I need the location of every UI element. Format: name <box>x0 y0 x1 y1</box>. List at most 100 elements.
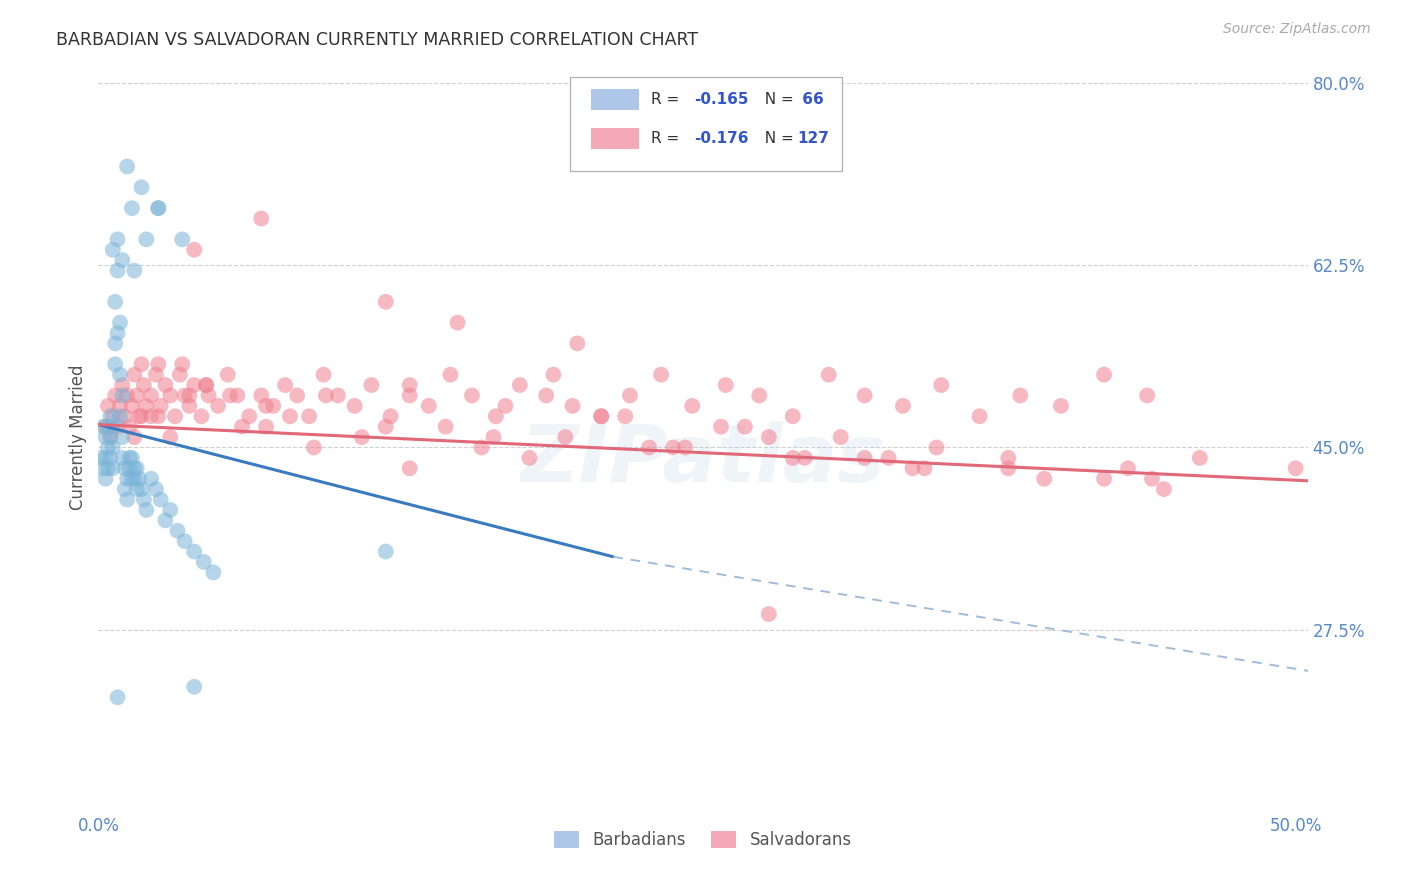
Point <box>195 378 218 392</box>
Point <box>111 430 134 444</box>
Point <box>159 388 181 402</box>
Point <box>439 368 461 382</box>
Point <box>262 399 284 413</box>
Point <box>758 607 780 621</box>
Point <box>94 430 117 444</box>
Point <box>1010 388 1032 402</box>
Point <box>135 232 157 246</box>
Point <box>118 450 141 465</box>
Point <box>1140 472 1163 486</box>
Point <box>139 409 162 424</box>
Point <box>148 201 170 215</box>
Point <box>434 419 457 434</box>
Point <box>485 409 508 424</box>
Point <box>285 388 308 402</box>
Point <box>111 253 134 268</box>
Point <box>183 680 205 694</box>
Point <box>132 492 155 507</box>
Point <box>118 419 141 434</box>
Point <box>350 430 373 444</box>
Point <box>132 378 155 392</box>
Point <box>197 388 219 402</box>
Point <box>94 419 117 434</box>
Y-axis label: Currently Married: Currently Married <box>69 364 87 510</box>
Point <box>817 368 839 382</box>
Point <box>108 368 131 382</box>
Point <box>125 482 148 496</box>
Point <box>101 461 124 475</box>
Point <box>343 399 366 413</box>
Point <box>1116 461 1139 475</box>
Point <box>1092 368 1115 382</box>
Point <box>107 690 129 705</box>
Point <box>107 232 129 246</box>
Point <box>710 419 733 434</box>
Point <box>111 450 134 465</box>
Text: Source: ZipAtlas.com: Source: ZipAtlas.com <box>1223 22 1371 37</box>
Point <box>107 419 129 434</box>
Point <box>148 201 170 215</box>
Point <box>125 388 148 402</box>
Point <box>758 430 780 444</box>
Point <box>650 368 672 382</box>
Point <box>114 409 136 424</box>
Point <box>121 450 143 465</box>
Point <box>1092 472 1115 486</box>
Point <box>250 211 273 226</box>
Point <box>662 441 685 455</box>
Point <box>131 482 153 496</box>
Point <box>231 419 253 434</box>
Point <box>124 472 146 486</box>
Point <box>108 399 131 413</box>
Point <box>250 388 273 402</box>
Text: R =: R = <box>651 92 685 107</box>
Point <box>398 378 420 392</box>
Point <box>554 430 576 444</box>
Bar <box>591 128 638 149</box>
Point <box>159 503 181 517</box>
Point <box>163 409 186 424</box>
Point <box>925 441 948 455</box>
Point <box>561 399 583 413</box>
Point <box>969 409 991 424</box>
Text: -0.165: -0.165 <box>695 92 749 107</box>
Point <box>1188 450 1211 465</box>
Text: 127: 127 <box>797 130 830 145</box>
Text: N =: N = <box>755 130 799 145</box>
Point <box>104 294 127 309</box>
Point <box>891 399 914 413</box>
Point <box>509 378 531 392</box>
FancyBboxPatch shape <box>569 78 842 171</box>
Point <box>91 461 114 475</box>
Point <box>853 450 876 465</box>
Point <box>543 368 565 382</box>
Point <box>681 399 703 413</box>
Point <box>101 419 124 434</box>
Point <box>374 419 396 434</box>
Point <box>131 180 153 194</box>
Bar <box>591 88 638 110</box>
Point <box>179 399 201 413</box>
Point <box>121 399 143 413</box>
Point <box>97 461 120 475</box>
Point <box>94 472 117 486</box>
Point <box>108 409 131 424</box>
Point <box>997 450 1019 465</box>
Point <box>997 461 1019 475</box>
Point <box>793 450 815 465</box>
Point <box>202 566 225 580</box>
Point <box>91 419 114 434</box>
Point <box>183 243 205 257</box>
Point <box>193 555 215 569</box>
Point <box>166 524 188 538</box>
Point <box>782 409 804 424</box>
Point <box>169 368 191 382</box>
Point <box>219 388 242 402</box>
Point <box>172 357 194 371</box>
Legend: Barbadians, Salvadorans: Barbadians, Salvadorans <box>548 824 858 855</box>
Point <box>172 232 194 246</box>
Point <box>125 461 148 475</box>
Point <box>173 534 195 549</box>
Point <box>145 482 167 496</box>
Point <box>97 419 120 434</box>
